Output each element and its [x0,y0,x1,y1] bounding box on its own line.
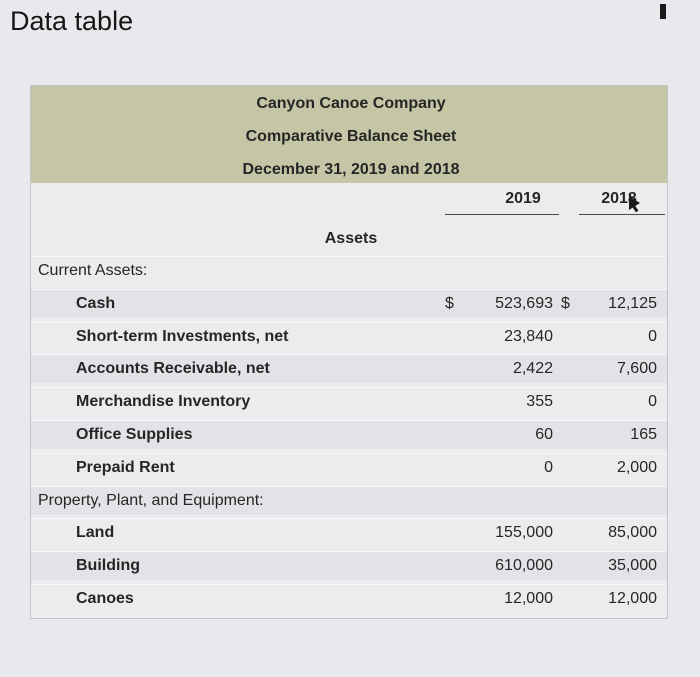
row-label: Merchandise Inventory [76,393,251,411]
table-row: Property, Plant, and Equipment: [31,485,667,515]
value-2019: 610,000 [495,557,553,575]
statement-header [31,86,667,183]
table-row: Office Supplies 60 165 [31,420,667,449]
value-2018: 165 [630,426,657,443]
table-row: Prepaid Rent 0 2,000 [31,452,667,482]
value-2019: 2,422 [512,360,553,378]
mouse-pointer-icon [629,196,640,210]
table-row: Canoes 12,000 12,000 [31,584,667,613]
row-label: Building [76,557,140,575]
value-2018: 0 [648,327,657,345]
column-underline-2019 [445,214,559,215]
column-header-2018: 2018 [601,190,637,207]
data-table: Canyon Canoe Company Comparative Balance… [30,85,668,619]
value-2019: 23,840 [504,327,553,345]
value-2019: 0 [544,458,553,476]
column-header-2019: 2019 [505,190,541,207]
value-2018: 12,000 [608,590,657,607]
row-label: Accounts Receivable, net [76,360,270,378]
table-row: Land 155,000 85,000 [31,518,667,547]
row-label: Canoes [76,590,134,607]
row-label: Land [76,524,115,542]
column-underline-2018 [579,214,665,215]
minimize-icon[interactable] [660,4,666,19]
table-row: Building 610,000 35,000 [31,551,667,581]
page-title: Data table [10,6,134,36]
value-2018: 35,000 [608,557,657,575]
value-2018: 2,000 [616,458,657,476]
table-row: Cash $ $523,693 12,125 [31,288,667,318]
row-label: Office Supplies [76,426,193,443]
currency-symbol: $ [561,294,570,312]
value-2018: 12,125 [608,294,657,312]
row-label: Prepaid Rent [76,458,175,476]
value-2019: 523,693 [495,294,553,312]
row-label: Short-term Investments, net [76,327,289,345]
company-name: Canyon Canoe Company [256,95,446,112]
currency-symbol: $ [445,294,454,312]
value-2019: 155,000 [495,524,553,542]
table-row: Current Assets: [31,256,667,285]
value-2019: 60 [535,426,553,443]
value-2019: 12,000 [504,590,553,607]
section-heading-assets: Assets [324,230,378,247]
table-row: Merchandise Inventory 355 0 [31,387,667,416]
row-label: Cash [76,294,116,312]
group-label: Property, Plant, and Equipment: [38,491,264,509]
value-2018: 0 [648,393,657,411]
statement-date: December 31, 2019 and 2018 [242,161,460,178]
table-row: Accounts Receivable, net 2,422 7,600 [31,354,667,384]
value-2018: 7,600 [616,360,657,378]
value-2019: 355 [526,393,553,411]
group-label: Current Assets: [38,262,148,279]
statement-title: Comparative Balance Sheet [245,128,457,145]
table-row: Short-term Investments, net 23,840 0 [31,321,667,351]
value-2018: 85,000 [608,524,657,542]
